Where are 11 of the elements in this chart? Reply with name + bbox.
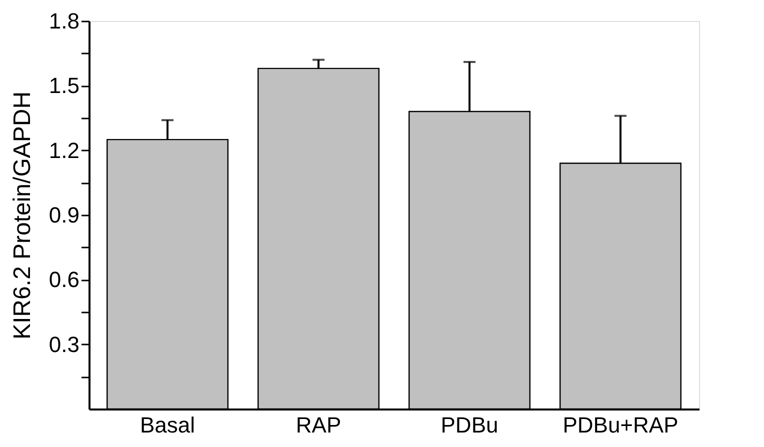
x-tick-label: PDBu	[440, 412, 498, 438]
x-tick-label: RAP	[296, 412, 342, 438]
x-tick-label: Basal	[140, 412, 196, 438]
y-tick-label: 1.2	[48, 138, 80, 163]
y-tick-label: 0.3	[48, 332, 80, 357]
y-tick-label: 1.8	[48, 8, 80, 34]
y-tick-label: 1.5	[48, 73, 80, 98]
y-axis-title: KIR6.2 Protein/GAPDH	[8, 91, 36, 340]
y-tick-label: 0.6	[48, 267, 80, 292]
x-tick-label: PDBu+RAP	[562, 412, 678, 438]
y-tick-label: 0.9	[48, 202, 80, 228]
